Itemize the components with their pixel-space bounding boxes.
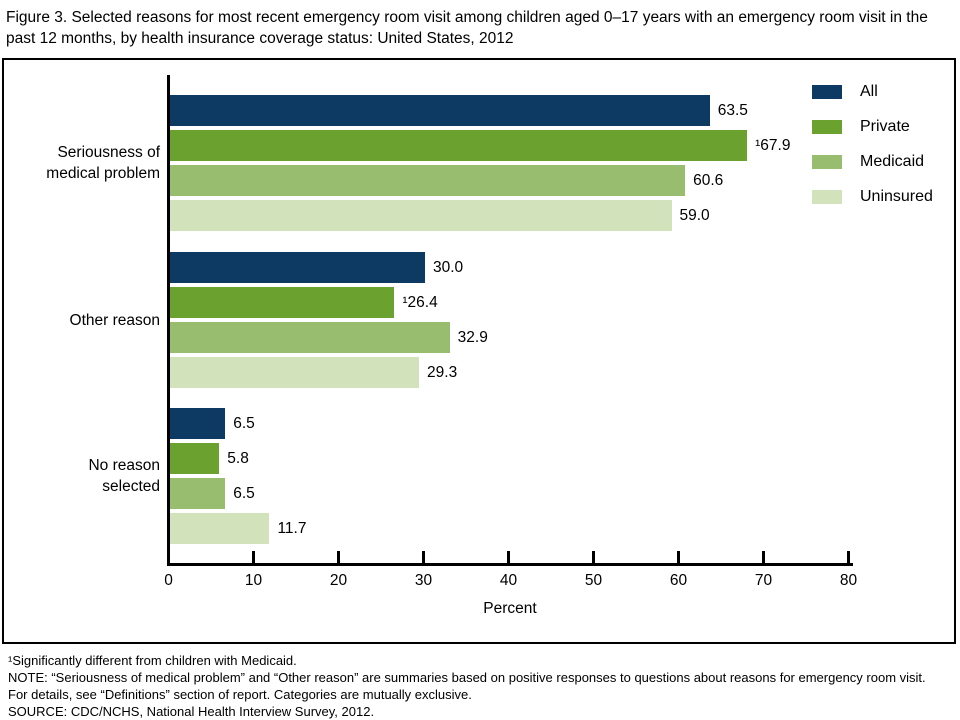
bar-value-label: 59.0	[679, 207, 710, 224]
category-label-line: selected	[102, 478, 160, 495]
bar-value-label: 32.9	[457, 329, 488, 346]
x-tick-label: 60	[669, 572, 688, 589]
category-label-line: Other reason	[69, 311, 160, 329]
category-label-line: Seriousness of	[57, 144, 160, 161]
bar-all-group-1	[170, 95, 710, 126]
bar-value-label: 60.6	[693, 172, 724, 189]
footnote-significance: ¹Significantly different from children w…	[8, 653, 297, 668]
legend-label: All	[860, 83, 878, 100]
x-tick-label: 50	[584, 572, 603, 589]
footnote-note-line-2: For details, see “Definitions” section o…	[8, 687, 472, 702]
category-label-line: medical problem	[46, 165, 160, 182]
x-tick	[507, 551, 510, 563]
bar-value-label: 5.8	[227, 450, 249, 467]
x-tick-label: 40	[499, 572, 518, 589]
x-tick	[677, 551, 680, 563]
x-tick-label: 0	[164, 572, 173, 589]
legend-swatch-uninsured	[812, 190, 842, 204]
legend-row-uninsured: Uninsured	[812, 188, 933, 205]
bar-value-label: 63.5	[717, 102, 748, 119]
x-axis-title: Percent	[483, 600, 537, 617]
legend-label: Uninsured	[860, 188, 933, 205]
legend-swatch-private	[812, 120, 842, 134]
x-tick	[592, 551, 595, 563]
bar-value-label: ¹67.9	[755, 137, 791, 154]
category-label: Seriousness of medical problem	[10, 133, 160, 193]
bar-private-group-3	[170, 443, 220, 474]
bar-medicaid-group-1	[170, 165, 686, 196]
bar-value-label: 29.3	[427, 364, 458, 381]
x-axis-line	[167, 563, 853, 566]
legend-label: Medicaid	[860, 153, 925, 170]
footnote-note-line-1: NOTE: “Seriousness of medical problem” a…	[8, 670, 926, 685]
bar-value-label: ¹26.4	[402, 294, 438, 311]
legend-swatch-medicaid	[812, 155, 842, 169]
x-tick-label: 20	[329, 572, 348, 589]
footnotes: ¹Significantly different from children w…	[8, 652, 956, 720]
bar-all-group-3	[170, 408, 226, 439]
y-axis-line	[167, 75, 170, 566]
bar-medicaid-group-2	[170, 322, 450, 353]
x-tick-label: 10	[244, 572, 263, 589]
x-tick	[422, 551, 425, 563]
bar-private-group-1	[170, 130, 748, 161]
bar-uninsured-group-3	[170, 513, 270, 544]
bar-value-label: 6.5	[233, 485, 255, 502]
legend-swatch-all	[812, 85, 842, 99]
x-tick	[167, 551, 170, 563]
footnote-source: SOURCE: CDC/NCHS, National Health Interv…	[8, 704, 375, 719]
category-label: No reason selected	[10, 446, 160, 506]
bar-medicaid-group-3	[170, 478, 226, 509]
x-tick	[847, 551, 850, 563]
category-label: Other reason	[10, 290, 160, 350]
bar-value-label: 30.0	[433, 259, 464, 276]
bar-uninsured-group-2	[170, 357, 420, 388]
legend-label: Private	[860, 118, 910, 135]
x-tick-label: 80	[839, 572, 858, 589]
legend: All Private Medicaid Uninsured	[812, 83, 933, 225]
plot-area: Percent All Private Medicaid Uninsured 63.5…	[4, 60, 954, 642]
bar-private-group-2	[170, 287, 395, 318]
x-tick	[762, 551, 765, 563]
chart-frame: Percent All Private Medicaid Uninsured 63.5…	[2, 58, 956, 644]
x-tick	[252, 551, 255, 563]
legend-row-medicaid: Medicaid	[812, 153, 933, 170]
x-tick-label: 30	[414, 572, 433, 589]
bar-value-label: 6.5	[233, 415, 255, 432]
legend-row-all: All	[812, 83, 933, 100]
x-tick	[337, 551, 340, 563]
category-label-line: No reason	[88, 457, 160, 474]
x-tick-label: 70	[754, 572, 773, 589]
bar-uninsured-group-1	[170, 200, 672, 231]
bar-value-label: 11.7	[277, 520, 307, 537]
legend-row-private: Private	[812, 118, 933, 135]
figure-title: Figure 3. Selected reasons for most rece…	[6, 9, 928, 47]
bar-all-group-2	[170, 252, 425, 283]
